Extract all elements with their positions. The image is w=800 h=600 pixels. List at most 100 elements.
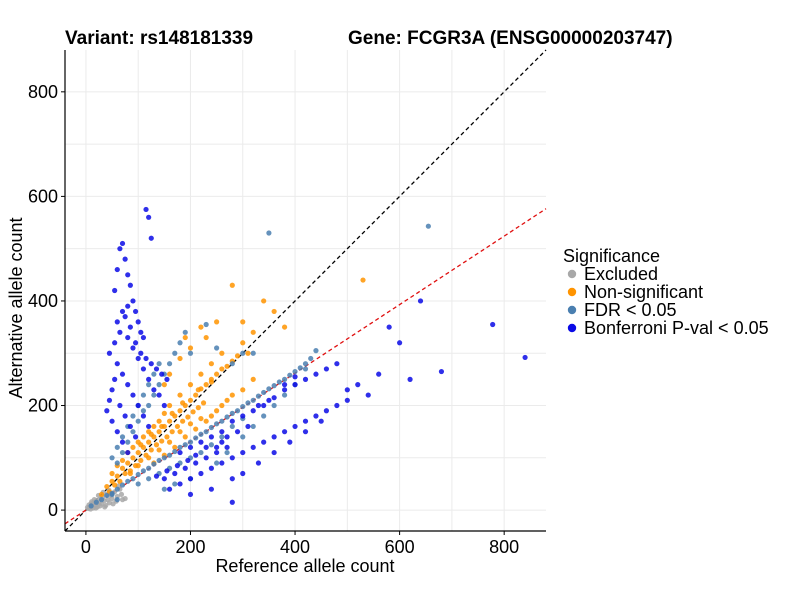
data-point: [156, 418, 162, 424]
data-point: [125, 439, 131, 445]
gene-title: Gene: FCGR3A (ENSG00000203747): [348, 28, 673, 49]
data-point: [240, 434, 246, 440]
data-point: [140, 408, 147, 414]
data-point: [240, 350, 246, 356]
data-point: [193, 426, 199, 432]
data-point: [130, 345, 136, 351]
data-point: [360, 277, 366, 283]
data-point: [140, 392, 147, 398]
data-point: [119, 449, 126, 456]
data-point: [122, 256, 128, 262]
data-point: [240, 340, 246, 346]
data-point: [182, 442, 188, 448]
data-point: [266, 386, 272, 392]
data-point: [135, 471, 141, 478]
data-point: [117, 329, 123, 335]
data-point: [104, 408, 110, 414]
data-point: [214, 444, 220, 450]
data-point: [127, 470, 133, 477]
data-point: [198, 415, 204, 422]
data-point: [119, 240, 126, 247]
data-point: [169, 410, 175, 416]
data-point: [130, 298, 136, 304]
data-point: [198, 324, 204, 330]
data-point: [198, 449, 204, 456]
data-point: [114, 361, 120, 367]
axes: [64, 50, 546, 532]
data-point: [140, 413, 147, 419]
data-point: [161, 486, 167, 492]
data-point: [146, 423, 152, 430]
data-point: [130, 455, 136, 461]
data-point: [255, 402, 262, 409]
data-point: [313, 413, 319, 419]
data-point: [164, 434, 170, 440]
data-point: [166, 452, 173, 458]
data-point: [177, 340, 183, 346]
data-point: [122, 495, 128, 502]
data-point: [334, 361, 340, 367]
legend-label: Bonferroni P-val < 0.05: [584, 318, 769, 338]
data-point: [193, 460, 199, 466]
data-point: [208, 434, 214, 440]
data-point: [110, 501, 116, 507]
legend-label: Excluded: [584, 264, 658, 284]
data-point: [135, 355, 141, 362]
data-point: [166, 418, 173, 424]
data-point: [156, 361, 162, 367]
data-point: [203, 382, 209, 388]
data-point: [161, 476, 167, 482]
data-point: [119, 465, 126, 471]
data-point: [130, 476, 136, 482]
data-point: [198, 371, 204, 377]
data-point: [187, 350, 194, 356]
data-point: [135, 319, 141, 325]
data-point: [250, 397, 256, 403]
y-tick-label: 200: [28, 396, 58, 416]
data-point: [438, 368, 445, 375]
data-point: [261, 298, 267, 304]
data-point: [156, 392, 162, 398]
data-point: [146, 455, 152, 461]
data-point: [125, 272, 131, 278]
data-point: [255, 393, 262, 399]
data-point: [425, 223, 431, 229]
legend: Significance ExcludedNon-significantFDR …: [563, 246, 769, 338]
data-point: [114, 319, 120, 325]
data-point: [151, 371, 157, 377]
data-point: [130, 429, 136, 435]
data-point: [200, 400, 207, 406]
data-point: [193, 435, 199, 441]
data-point: [229, 423, 235, 430]
data-point: [308, 355, 314, 362]
data-point: [193, 392, 199, 398]
data-point: [344, 397, 350, 403]
legend-key: [567, 305, 577, 315]
data-point: [292, 423, 298, 430]
data-point: [245, 423, 251, 430]
data-point: [135, 402, 141, 409]
data-point: [177, 481, 183, 487]
data-point: [240, 387, 246, 393]
data-point: [114, 429, 120, 435]
x-axis-title: Reference allele count: [215, 556, 394, 576]
data-point: [143, 355, 149, 362]
data-point: [229, 418, 235, 424]
data-point: [245, 350, 251, 356]
data-point: [208, 486, 214, 492]
data-point: [292, 382, 298, 388]
data-point: [180, 400, 186, 406]
data-point: [229, 499, 235, 505]
data-point: [292, 374, 298, 380]
data-point: [135, 481, 141, 487]
data-point: [102, 504, 108, 510]
data-point: [229, 410, 235, 416]
data-point: [318, 418, 324, 424]
data-point: [166, 486, 173, 492]
data-point: [156, 457, 162, 464]
data-point: [250, 350, 256, 356]
data-point: [114, 444, 120, 450]
data-point: [138, 350, 144, 356]
data-point: [138, 457, 144, 464]
data-point: [109, 491, 115, 498]
